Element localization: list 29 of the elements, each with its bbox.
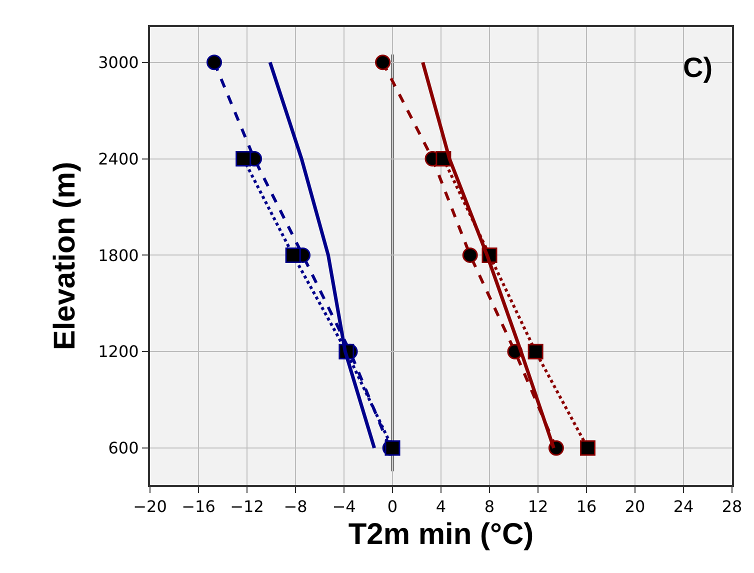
- x-tick-label: 12: [528, 497, 548, 516]
- x-tick-label: 16: [576, 497, 597, 516]
- point: [236, 151, 252, 167]
- x-tick-label: 24: [673, 497, 694, 516]
- x-tick-label: −20: [133, 497, 167, 516]
- point: [285, 247, 301, 263]
- x-axis-title: T2m min (°C): [348, 518, 534, 552]
- x-tick-label: −4: [332, 497, 356, 516]
- x-tick-label: 0: [387, 497, 398, 516]
- y-tick-label: 3000: [98, 52, 139, 72]
- y-tick-label: 1200: [98, 342, 139, 362]
- point: [375, 54, 391, 70]
- x-tick-label: 4: [436, 497, 446, 516]
- x-tick-label: 8: [484, 497, 495, 516]
- annotation: C): [683, 52, 713, 83]
- x-tick-label: 20: [624, 497, 646, 516]
- x-tick-label: −12: [230, 497, 264, 516]
- point: [384, 440, 400, 456]
- point: [580, 440, 596, 456]
- point: [206, 54, 222, 70]
- x-tick-label: −8: [284, 497, 308, 516]
- x-tick-label: −16: [182, 497, 216, 516]
- y-tick-label: 1800: [98, 246, 139, 265]
- x-tick-label: 28: [722, 497, 742, 516]
- y-tick-label: 2400: [98, 149, 139, 168]
- point: [528, 344, 544, 360]
- point: [462, 247, 478, 263]
- y-tick-label: 600: [108, 438, 139, 458]
- y-axis-title: Elevation (m): [48, 162, 82, 350]
